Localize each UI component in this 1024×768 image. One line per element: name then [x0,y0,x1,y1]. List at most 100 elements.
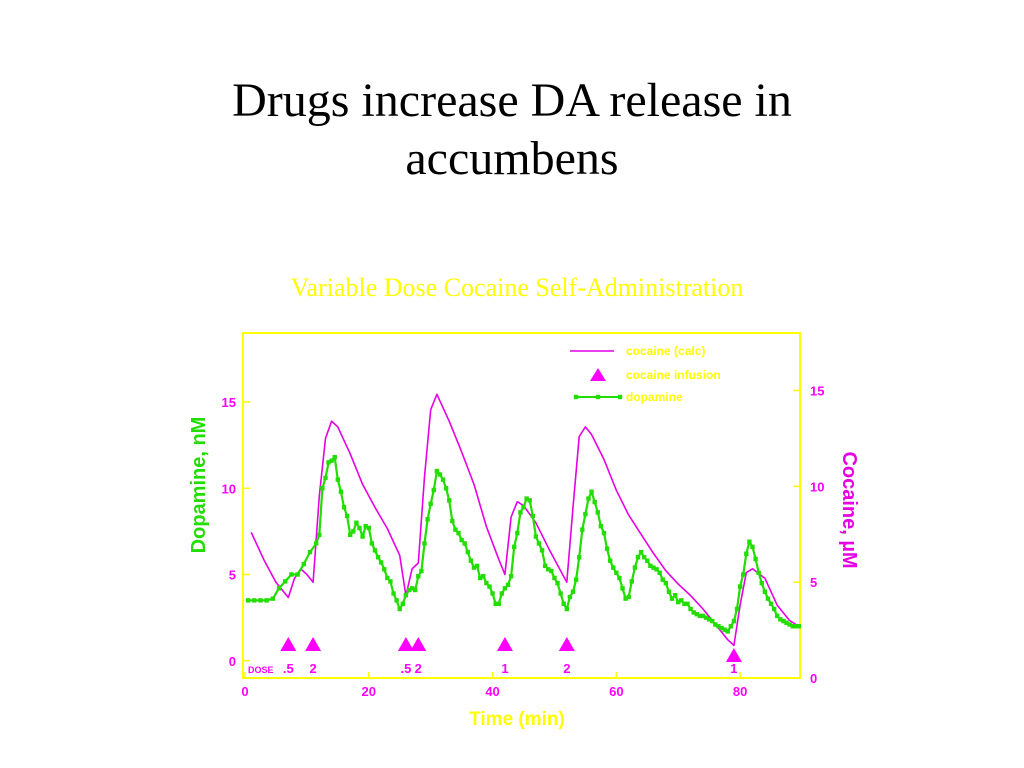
dopamine-point [629,579,635,584]
dose-label: 2 [415,661,422,676]
dopamine-point [645,558,650,563]
dopamine-point [713,622,718,627]
infusion-triangle [496,637,513,651]
dopamine-point [416,574,421,579]
y-right-tick-label: 10 [810,479,824,494]
dopamine-point [518,510,523,515]
dopamine-point [592,499,597,505]
dopamine-point [382,567,387,572]
dopamine-point [409,586,415,591]
dopamine-point [573,577,579,582]
dopamine-point [270,596,276,601]
infusion-triangle [305,637,322,651]
x-tick-label: 60 [609,684,623,699]
dopamine-point [546,567,551,572]
dopamine-point [258,598,263,603]
dopamine-point [338,489,344,494]
dopamine-point [567,594,573,600]
dopamine-point [468,558,474,563]
dopamine-point [360,534,365,539]
chart-title: Variable Dose Cocaine Self-Administratio… [291,273,744,302]
dopamine-point [617,575,622,581]
dopamine-point [607,558,613,563]
x-tick-label: 80 [733,684,747,699]
dopamine-point [672,593,678,598]
dose-label: 1 [730,661,737,676]
dopamine-point [635,555,641,560]
dopamine-point [555,580,560,586]
dopamine-point [301,561,306,567]
dopamine-point [731,618,737,624]
dopamine-point [716,624,721,629]
dopamine-point [437,472,443,477]
dopamine-point [669,596,675,601]
dose-caption: DOSE [248,665,274,675]
dopamine-point [484,580,489,586]
dopamine-point [252,598,257,603]
dopamine-point [505,582,511,588]
cocaine-line [250,393,797,647]
dopamine-point [762,589,768,594]
dopamine-point [348,532,353,538]
dopamine-point [542,563,548,569]
slide-title-line-1: Drugs increase DA release in [232,74,792,127]
dopamine-point [521,505,526,510]
dopamine-point [561,601,566,607]
dose-label: .5 [400,661,411,676]
dopamine-point [765,596,771,601]
dopamine-point [388,579,393,584]
dopamine-point [759,580,764,586]
dopamine-point [289,572,294,577]
dopamine-point [499,591,505,596]
dopamine-point [728,624,734,629]
dopamine-point [747,539,752,544]
dopamine-point [490,591,495,596]
legend-label: cocaine infusion [626,368,721,382]
x-axis-label: Time (min) [469,709,565,730]
dopamine-point [737,584,743,589]
dopamine-point [443,486,449,491]
dopamine-point [527,498,532,503]
dopamine-point [344,513,350,519]
dopamine-point [741,572,746,577]
dopamine-point [601,530,607,536]
dopamine-point [524,496,529,501]
dopamine-point [796,624,802,629]
dopamine-point [313,541,319,546]
dopamine-point [638,549,644,555]
legend-swatch-infusion [590,368,606,381]
slide-title: Drugs increase DA release in accumbens [0,72,1024,188]
dopamine-point [406,587,412,593]
dopamine-point [756,570,761,575]
dopamine-point [691,610,696,615]
dopamine-point [422,541,427,546]
dopamine-point [784,620,789,625]
dopamine-point [706,617,712,622]
dopamine-point [586,496,591,501]
dose-label: 1 [501,661,508,676]
x-tick-label: 20 [362,684,376,699]
y-axis-label-left: Dopamine, nM [188,417,210,554]
infusion-triangle [725,648,742,662]
dopamine-point [626,594,631,600]
dopamine-point [595,510,600,515]
dopamine-point [276,586,282,591]
dopamine-point [493,601,498,607]
dopamine-point [474,563,480,569]
dopamine-point [428,501,433,506]
dopamine-point [369,541,375,546]
dopamine-point [245,598,251,603]
dopamine-point [320,486,325,491]
dopamine-point [787,622,792,627]
y-left-tick-label: 5 [229,568,236,583]
dopamine-point [685,601,690,607]
dopamine-point [583,511,588,517]
dopamine-point [750,544,755,550]
dopamine-point [589,489,594,494]
dopamine-point [431,487,436,493]
dopamine-point [697,613,703,619]
dopamine-point [549,568,554,574]
dopamine-point [397,606,402,612]
dopamine-point [326,460,331,465]
